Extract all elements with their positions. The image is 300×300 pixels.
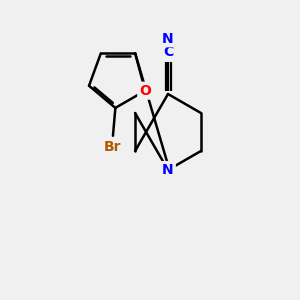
Text: O: O (139, 84, 151, 98)
Text: N: N (162, 163, 174, 177)
Text: C: C (163, 45, 173, 59)
Text: N: N (162, 32, 174, 46)
Text: Br: Br (104, 140, 122, 154)
